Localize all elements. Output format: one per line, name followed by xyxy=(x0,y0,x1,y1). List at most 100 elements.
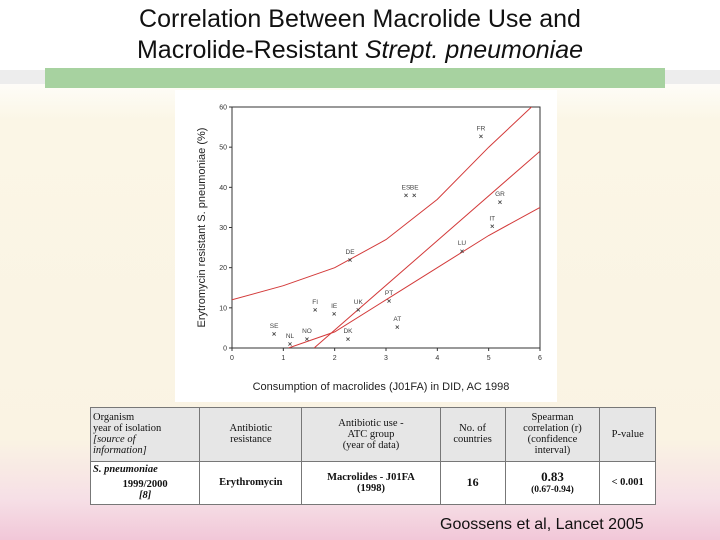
data-point xyxy=(479,134,483,139)
data-point xyxy=(305,337,309,342)
title-italic: Strept. pneumoniae xyxy=(364,36,584,64)
cell-line: Antibiotic use - xyxy=(338,417,404,429)
title-bar xyxy=(45,68,665,88)
header-cell: Antibiotic use - ATC group (year of data) xyxy=(301,407,441,462)
cell-line: ATC group xyxy=(347,428,395,440)
point-label: PT xyxy=(385,290,393,297)
point-label: DK xyxy=(343,328,353,335)
x-axis-label: Consumption of macrolides (J01FA) in DID… xyxy=(253,381,510,393)
header-cell: Organism year of isolation [source of infor… xyxy=(89,407,201,462)
regression-curve xyxy=(232,107,533,301)
cell-line: Erythromycin xyxy=(219,477,283,489)
y-tick-label: 0 xyxy=(223,346,227,353)
regression-curve xyxy=(313,150,540,348)
organism-cell: S. pneumoniae xyxy=(89,460,201,477)
data-point xyxy=(313,307,318,312)
header-cell: Antibiotic resistance xyxy=(199,407,303,462)
point-label: GR xyxy=(495,191,505,198)
header-cell: P-value xyxy=(599,407,656,462)
cell-line: P-value xyxy=(611,428,644,440)
point-label: FI xyxy=(312,299,318,306)
cell-line: (0.67-0.94) xyxy=(531,485,574,496)
data-point xyxy=(332,311,337,316)
point-label: ES xyxy=(402,184,411,191)
point-label: LU xyxy=(458,240,467,247)
x-tick-label: 4 xyxy=(435,355,439,362)
x-tick-label: 5 xyxy=(487,355,491,362)
x-tick-label: 3 xyxy=(384,355,388,362)
y-tick-label: 40 xyxy=(219,185,227,192)
data-point xyxy=(387,299,391,303)
point-label: DE xyxy=(346,249,356,256)
data-cell: < 0.001 xyxy=(599,460,656,506)
cell-line: (confidence xyxy=(527,434,578,446)
header-row: Organism year of isolation [source of infor… xyxy=(89,407,656,462)
data-row: 1999/2000 [8] xyxy=(89,476,656,505)
cell-line: < 0.001 xyxy=(611,477,644,489)
data-cell: 1999/2000 [8] xyxy=(89,476,201,505)
cell-line: Organism xyxy=(93,412,135,424)
y-tick-label: 60 xyxy=(219,105,227,112)
title-text: Macrolide-Resistant xyxy=(136,36,365,64)
cell-line: information] xyxy=(93,445,147,457)
cell-line: 16 xyxy=(466,475,479,490)
cell-line: (year of data) xyxy=(342,439,400,451)
y-axis-label: Erytromycin resistant S. pneumoniae (%) xyxy=(196,128,208,328)
y-tick-label: 10 xyxy=(219,305,227,312)
cell-line: year of isolation xyxy=(93,423,162,435)
point-label: SE xyxy=(270,323,279,330)
data-point xyxy=(348,258,352,262)
data-cell: 0.83 (0.67-0.94) xyxy=(504,460,601,506)
data-point xyxy=(404,193,408,198)
chart: 0 10 20 30 40 50 60 0 1 2 3 4 5 6 Consumption of macro… xyxy=(196,105,542,394)
cell-line: (1998) xyxy=(356,482,385,494)
data-point xyxy=(272,332,276,336)
cell-line: Antibiotic xyxy=(229,423,273,435)
cell-line: countries xyxy=(453,434,492,446)
data-point xyxy=(490,224,495,229)
title-line: Correlation Between Macrolide Use and xyxy=(139,5,581,33)
slide-title: Correlation Between Macrolide Use and Ma… xyxy=(0,4,720,66)
data-cell: Erythromycin xyxy=(199,460,303,506)
data-cell: Macrolides - J01FA (1998) xyxy=(301,460,441,506)
y-tick-label: 30 xyxy=(219,225,227,232)
y-tick-label: 20 xyxy=(219,265,227,272)
data-point xyxy=(460,249,464,254)
point-label: BE xyxy=(410,184,419,191)
cell-line: correlation (r) xyxy=(523,423,582,435)
data-point xyxy=(412,193,417,198)
x-tick-label: 0 xyxy=(230,355,234,362)
title-line: Macrolide-Resistant Strept. pneumoniae xyxy=(0,35,720,66)
point-label: NL xyxy=(286,333,295,340)
data-point xyxy=(498,200,502,205)
header-cell: Spearman correlation (r) (confidence interv… xyxy=(504,407,601,462)
data-point xyxy=(395,325,400,329)
point-label: FR xyxy=(477,125,486,132)
cell-line: 1999/2000 xyxy=(122,479,168,491)
chart-box: 0 10 20 30 40 50 60 0 1 2 3 4 5 6 Consumption of macro… xyxy=(175,90,557,402)
point-label: NO xyxy=(302,328,312,335)
data-point xyxy=(288,342,292,346)
regression-curve xyxy=(288,206,540,348)
cell-line: resistance xyxy=(230,434,272,446)
y-tick-label: 50 xyxy=(219,145,227,152)
x-tick-label: 6 xyxy=(538,355,542,362)
organism-row: S. pneumoniae Erythromycin Macrolides - J0… xyxy=(89,460,656,506)
x-tick-label: 1 xyxy=(281,355,285,362)
cell-line: interval) xyxy=(534,445,571,457)
cell-line: Spearman xyxy=(531,412,574,424)
cell-line: Macrolides - J01FA xyxy=(327,471,415,483)
data-point xyxy=(346,337,350,342)
header-cell: No. of countries xyxy=(439,407,506,462)
point-label: IT xyxy=(489,215,495,222)
point-label: IE xyxy=(331,303,338,310)
citation: Goossens et al, Lancet 2005 xyxy=(440,516,644,533)
data-point xyxy=(356,307,361,312)
point-label: UK xyxy=(354,299,364,306)
cell-line: 0.83 xyxy=(541,469,564,485)
point-label: AT xyxy=(393,316,401,323)
summary-table: Organism year of isolation [source of infor… xyxy=(89,407,656,506)
data-cell: 16 xyxy=(439,460,506,506)
cell-line: [8] xyxy=(139,490,152,502)
